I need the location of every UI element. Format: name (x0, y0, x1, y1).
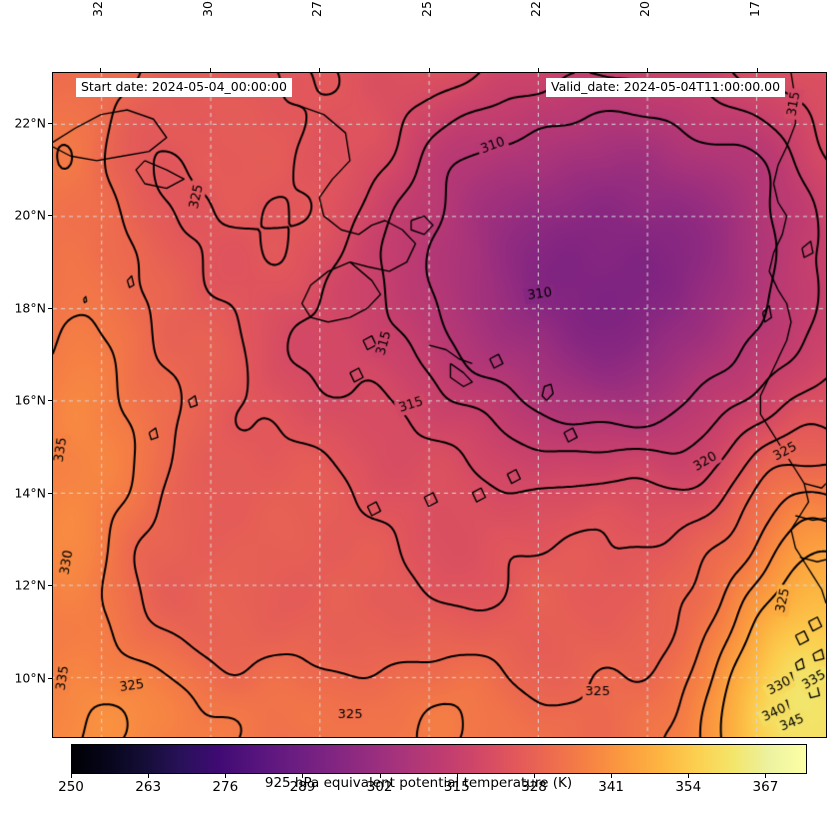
colorbar-tick-mark (765, 774, 767, 778)
lat-tick-mark (48, 400, 52, 402)
lat-tick-mark (48, 122, 52, 124)
lat-tick-label: 20°N (14, 207, 46, 223)
lat-tick-label: 12°N (14, 577, 46, 593)
colorbar-tick-label: 315 (443, 779, 470, 795)
lat-tick-label: 10°N (14, 670, 46, 686)
theta-e-field-canvas (53, 73, 826, 737)
colorbar-tick-label: 250 (58, 779, 84, 795)
colorbar-tick-mark (148, 774, 150, 778)
colorbar-tick-mark (533, 774, 535, 778)
lat-tick-mark (48, 307, 52, 309)
lon-tick-label: 32.5°W (90, 0, 105, 17)
lat-tick-mark (48, 215, 52, 217)
lon-tick-label: 27.5°W (309, 0, 324, 17)
lat-tick-mark (48, 585, 52, 587)
lat-tick-label: 18°N (14, 300, 46, 316)
colorbar-tick-label: 276 (212, 779, 239, 795)
lon-tick-label: 20°W (637, 0, 652, 17)
colorbar-tick-mark (302, 774, 304, 778)
lon-tick-mark (538, 68, 540, 72)
colorbar-tick-mark (456, 774, 458, 778)
colorbar-tick-mark (225, 774, 227, 778)
colorbar-title: 925 hPa equivalent potential temperature… (264, 775, 573, 791)
colorbar-tick-label: 289 (289, 779, 316, 795)
colorbar-gradient (71, 744, 807, 774)
lon-tick-mark (209, 68, 211, 72)
lon-tick-mark (756, 68, 758, 72)
lon-tick-label: 30°W (200, 0, 215, 17)
colorbar-tick-label: 328 (521, 779, 547, 795)
colorbar-tick-label: 263 (135, 779, 162, 795)
lat-tick-label: 16°N (14, 392, 46, 408)
colorbar-tick-label: 302 (366, 779, 393, 795)
colorbar-tick-mark (71, 774, 72, 778)
colorbar-tick-mark (379, 774, 381, 778)
lat-tick-mark (48, 492, 52, 494)
lon-tick-mark (647, 68, 649, 72)
lon-tick-mark (100, 68, 102, 72)
valid-date-annotation: Valid_date: 2024-05-04T11:00:00.00 (546, 78, 786, 97)
colorbar-tick-label: 367 (752, 779, 779, 795)
colorbar-tick-mark (611, 774, 613, 778)
lon-tick-mark (319, 68, 321, 72)
map-plot-area[interactable] (52, 72, 827, 738)
lon-tick-label: 25°W (419, 0, 434, 17)
lon-tick-mark (428, 68, 430, 72)
start-date-annotation: Start date: 2024-05-04_00:00:00 (76, 78, 292, 97)
colorbar-tick-label: 354 (675, 779, 702, 795)
lat-tick-label: 22°N (14, 115, 46, 131)
lon-tick-label: 17.5°W (747, 0, 762, 17)
lat-tick-mark (48, 677, 52, 679)
colorbar-tick-label: 341 (598, 779, 625, 795)
lon-tick-label: 22.5°W (528, 0, 543, 17)
colorbar-tick-mark (688, 774, 690, 778)
lat-tick-label: 14°N (14, 485, 46, 501)
colorbar[interactable]: 250 263 276 289 302 315 328 341 354 367 (58, 744, 807, 795)
